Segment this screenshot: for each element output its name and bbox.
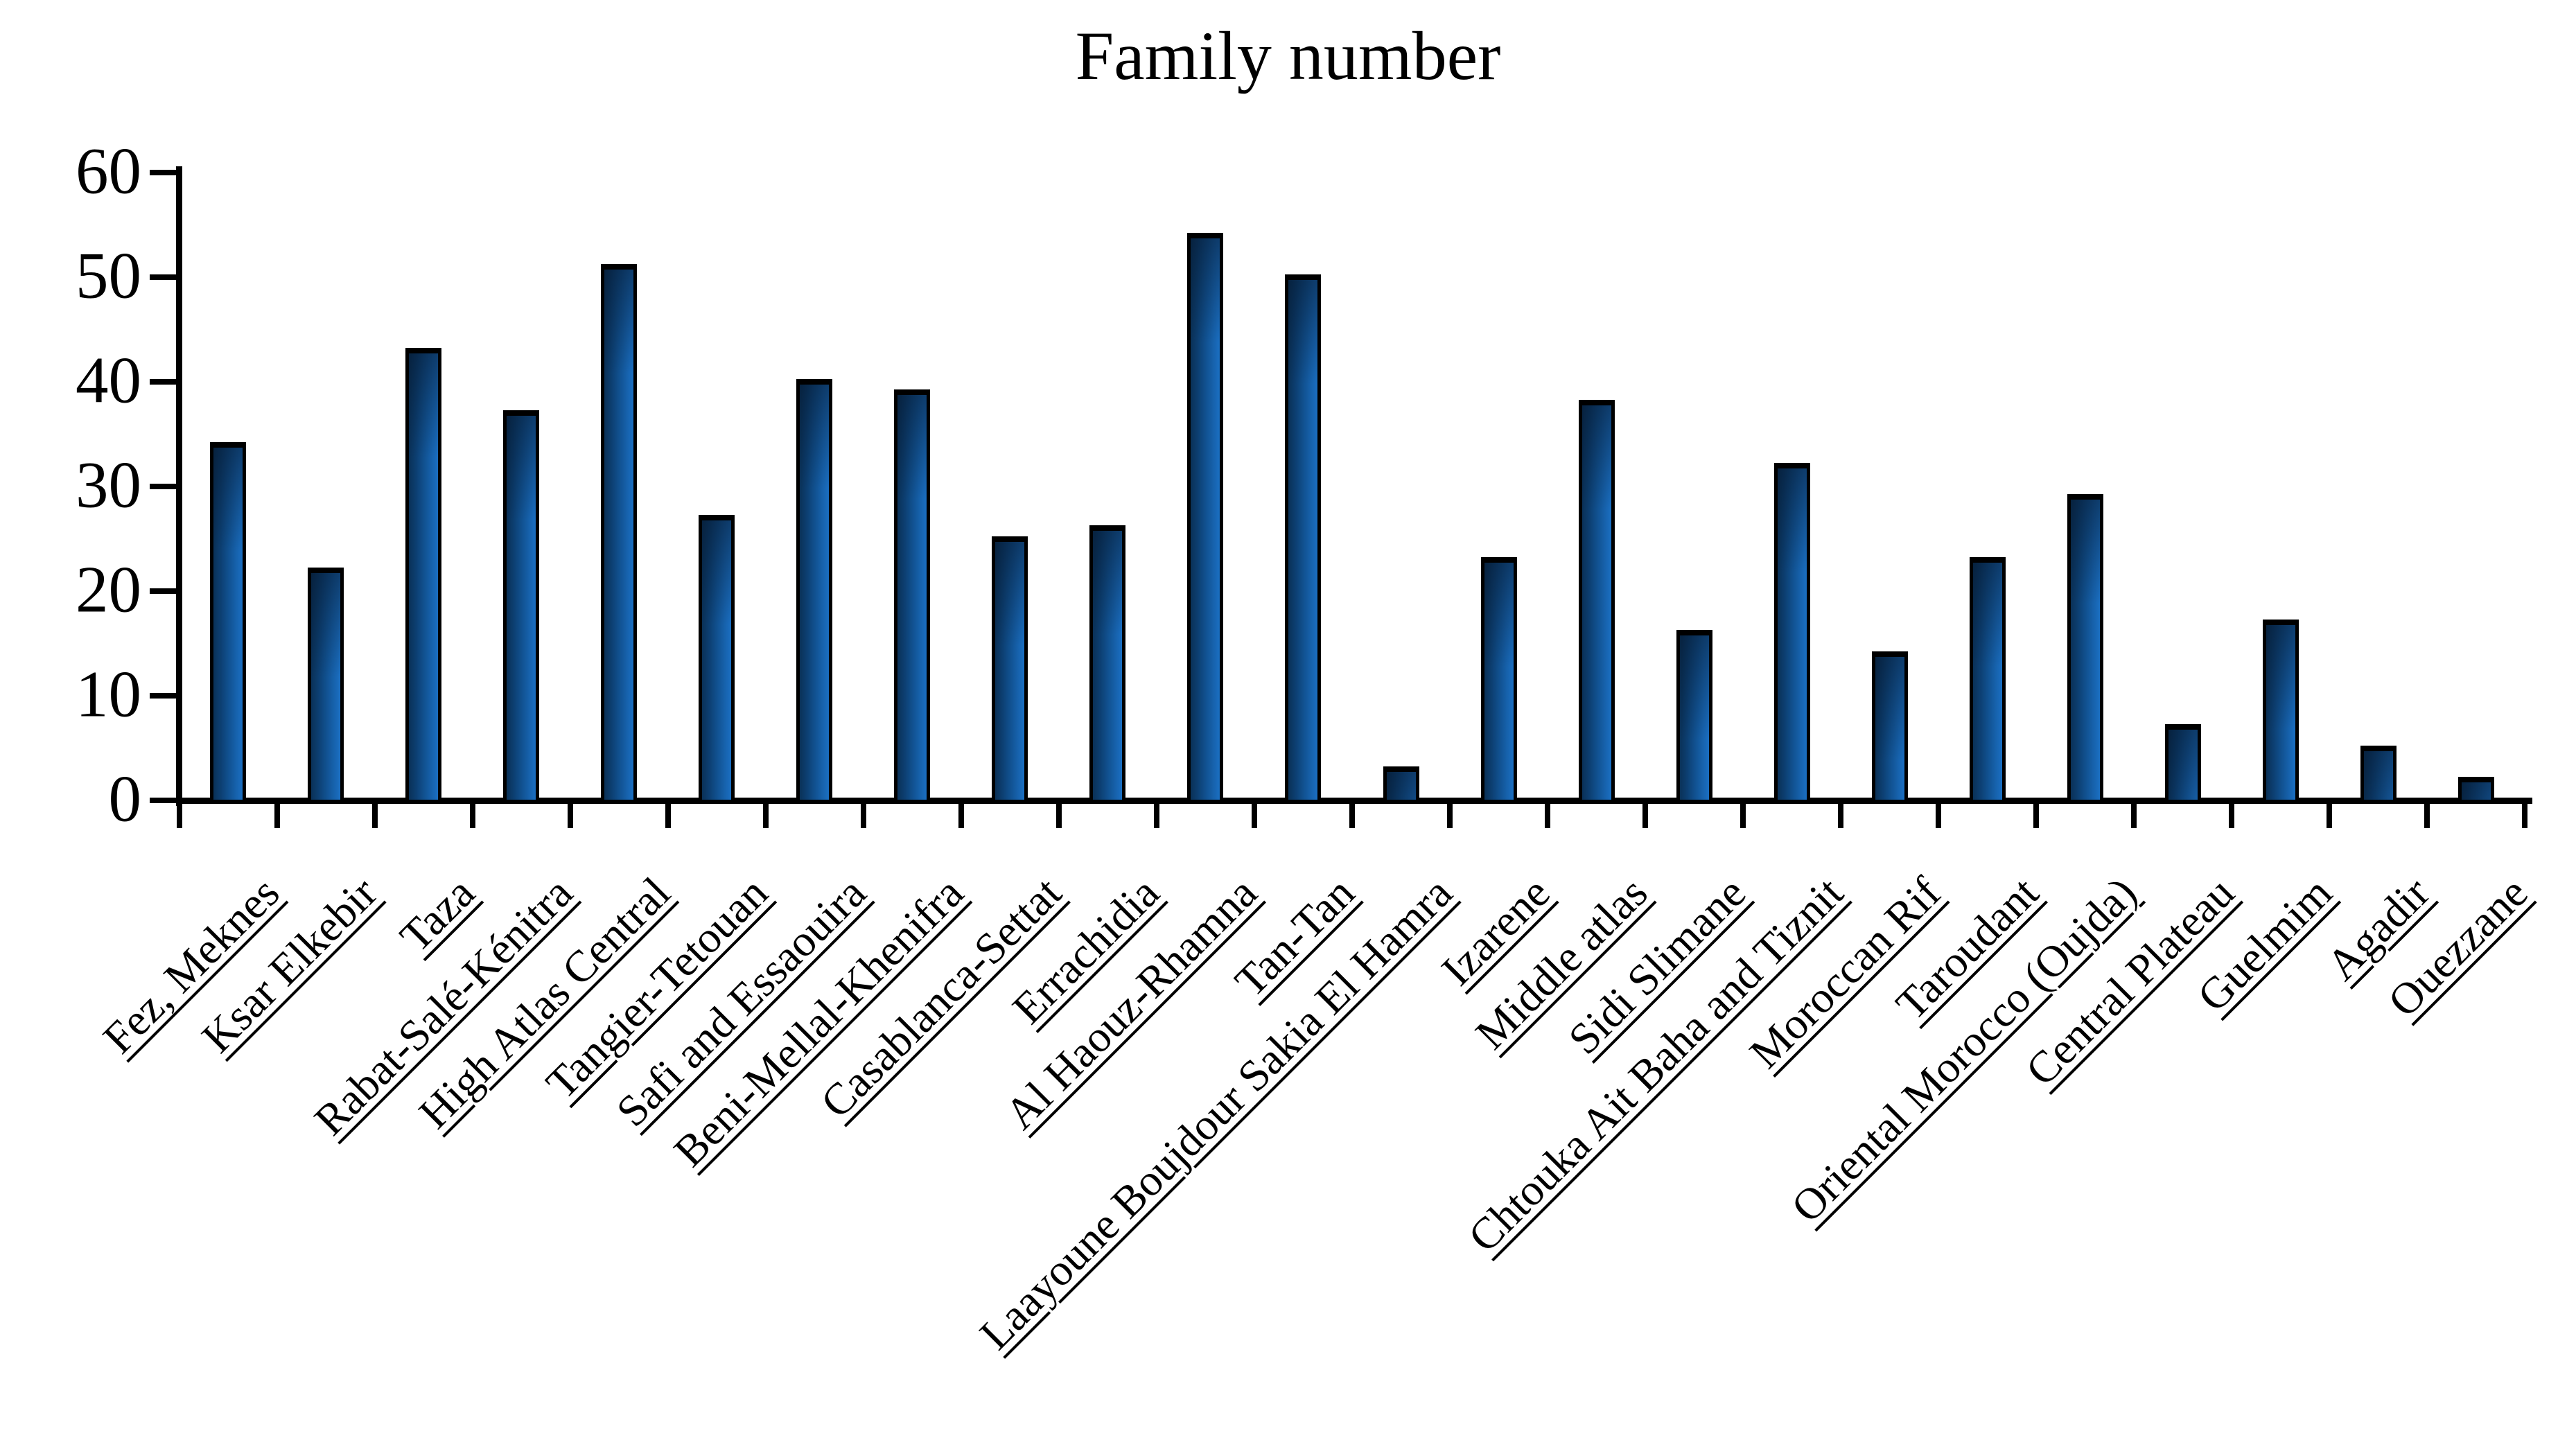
y-tick-label: 50 — [76, 238, 141, 313]
x-tick — [665, 803, 671, 828]
bar — [1089, 525, 1126, 803]
bar — [1969, 556, 2006, 803]
y-tick — [150, 274, 176, 280]
y-tick — [150, 693, 176, 699]
bar — [1285, 274, 1322, 803]
bar — [2457, 776, 2494, 803]
x-tick — [1251, 803, 1257, 828]
x-tick — [1545, 803, 1551, 828]
bar — [992, 536, 1028, 803]
y-tick — [150, 798, 176, 803]
x-tick — [176, 803, 182, 828]
x-tick — [1936, 803, 1942, 828]
x-tick — [2424, 803, 2430, 828]
x-tick — [1740, 803, 1746, 828]
bar — [1676, 630, 1712, 803]
y-tick-label: 30 — [76, 448, 141, 522]
x-tick — [2033, 803, 2040, 828]
x-tick — [2131, 803, 2137, 828]
x-tick — [1153, 803, 1159, 828]
bar — [503, 410, 540, 803]
chart-title: Family number — [1075, 17, 1501, 94]
bar — [308, 567, 344, 803]
x-tick — [469, 803, 475, 828]
x-tick — [958, 803, 964, 828]
x-tick — [860, 803, 866, 828]
bar — [1187, 232, 1224, 803]
bar — [601, 263, 638, 803]
x-tick — [274, 803, 280, 828]
x-tick — [2522, 803, 2528, 828]
x-tick — [762, 803, 769, 828]
x-tick — [371, 803, 378, 828]
x-tick — [1838, 803, 1844, 828]
y-tick — [150, 379, 176, 385]
x-tick — [1447, 803, 1453, 828]
y-tick — [150, 170, 176, 175]
x-tick — [1349, 803, 1355, 828]
x-tick — [1055, 803, 1062, 828]
y-tick-label: 10 — [76, 657, 141, 731]
bar — [1871, 651, 1908, 803]
y-tick — [150, 588, 176, 594]
bar — [2360, 745, 2397, 803]
x-tick — [2327, 803, 2333, 828]
bar — [2262, 620, 2299, 803]
y-axis-line — [176, 166, 182, 806]
x-tick — [567, 803, 573, 828]
bar — [2164, 724, 2201, 803]
x-tick — [1642, 803, 1649, 828]
bar — [210, 441, 247, 803]
y-tick-label: 60 — [76, 134, 141, 208]
bar — [1578, 400, 1615, 803]
bar — [1773, 462, 1810, 803]
y-tick — [150, 484, 176, 489]
x-axis-line — [176, 798, 2532, 804]
y-tick-label: 20 — [76, 552, 141, 626]
x-tick — [2229, 803, 2235, 828]
bar — [796, 379, 833, 803]
y-tick-label: 0 — [108, 762, 142, 836]
bar — [894, 389, 931, 803]
bar — [1480, 556, 1517, 803]
bar — [699, 515, 735, 803]
y-tick-label: 40 — [76, 343, 141, 417]
bar — [405, 347, 442, 803]
bar — [2067, 494, 2103, 803]
bar — [1383, 766, 1419, 803]
